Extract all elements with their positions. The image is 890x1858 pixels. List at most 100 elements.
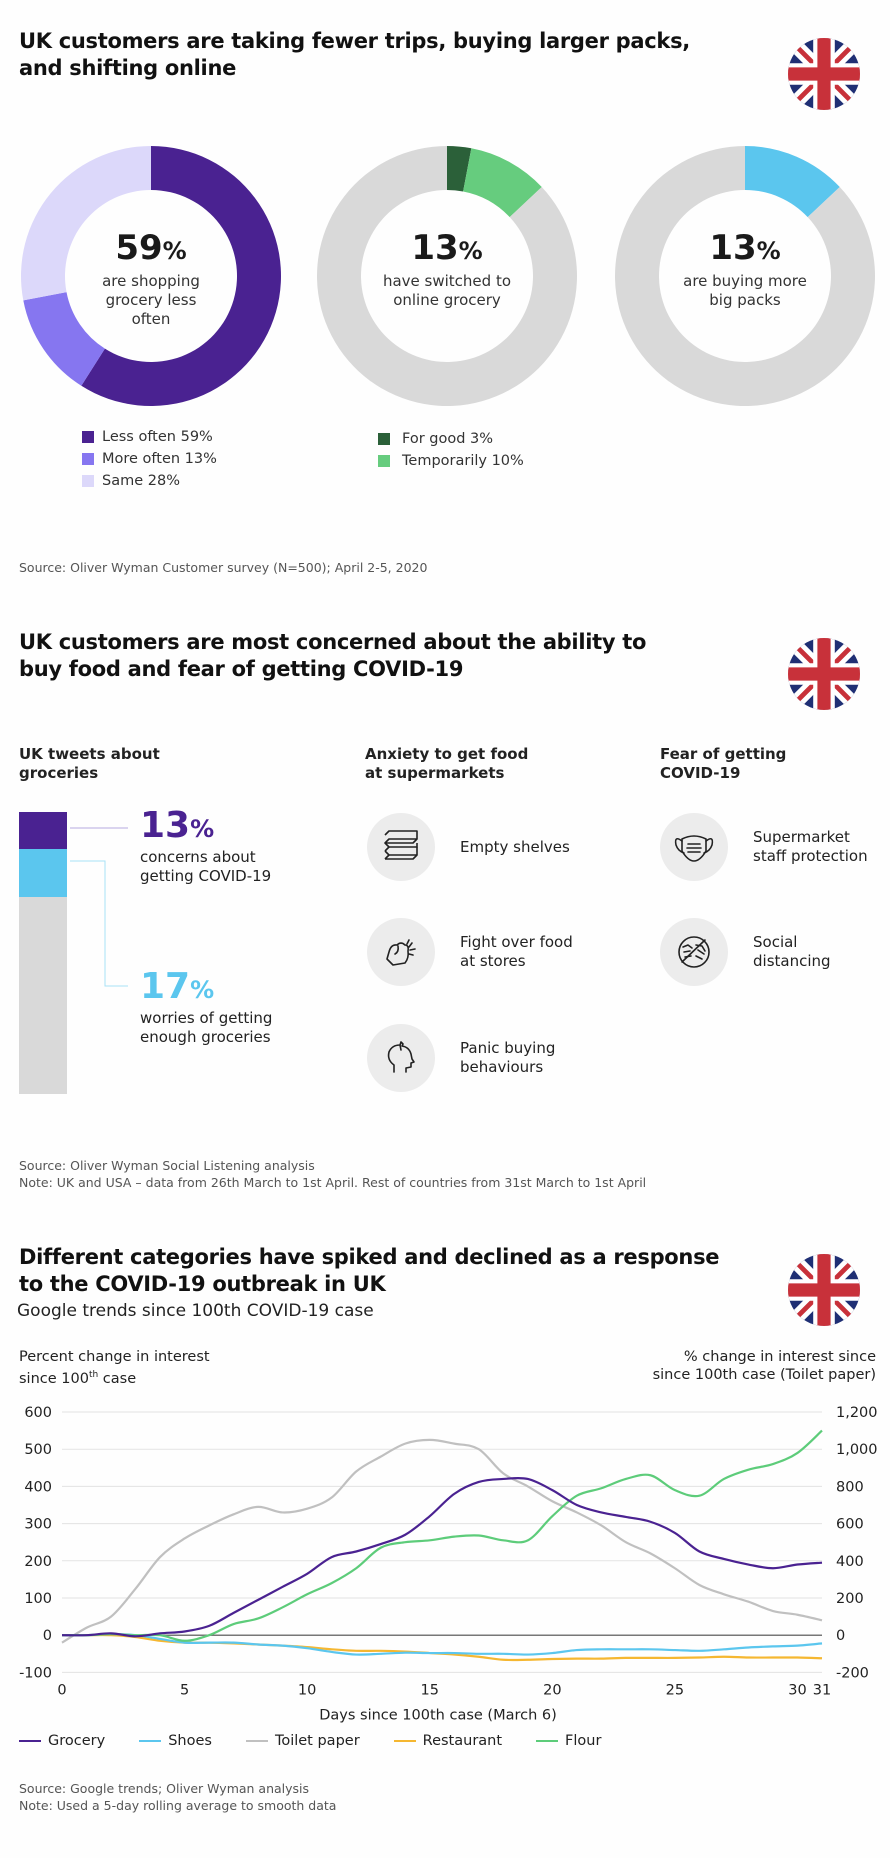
legend-item: More often 13% <box>82 448 217 470</box>
fear-heading: Fear of getting COVID-19 <box>660 745 787 782</box>
y-tick-label: 500 <box>24 1442 52 1458</box>
legend-item-restaurant: Restaurant <box>393 1733 502 1749</box>
donut-value: 13% <box>709 228 781 268</box>
legend-swatch <box>82 475 94 487</box>
bar-segment-covid-concerns <box>19 812 67 849</box>
right-axis-title: % change in interest since since 100th c… <box>652 1349 876 1383</box>
stat-value: 13% <box>140 805 215 846</box>
fear-label: Social distancing <box>753 933 831 970</box>
uk-flag-icon <box>788 38 860 110</box>
legend-label: Flour <box>565 1733 602 1749</box>
donut-slice-more-often <box>23 292 105 386</box>
legend-label: Toilet paper <box>274 1733 360 1749</box>
x-axis-label: Days since 100th case (March 6) <box>319 1707 557 1723</box>
stat-covid-concerns: 13% concerns about getting COVID-19 <box>140 807 271 886</box>
x-tick-label: 0 <box>57 1682 66 1698</box>
section3-title-line1: Different categories have spiked and dec… <box>19 1245 720 1269</box>
series-line-grocery <box>61 1476 823 1638</box>
donut-chart-shopping-frequency <box>20 146 281 406</box>
legend-swatch <box>82 431 94 443</box>
x-tick-label: 25 <box>666 1682 684 1698</box>
anxiety-heading: Anxiety to get food at supermarkets <box>365 745 529 782</box>
stat-grocery-worries: 17% worries of getting enough groceries <box>140 968 272 1047</box>
fear-item-staff-protection: Supermarket staff protection <box>660 813 868 881</box>
y-tick-label: 200 <box>24 1554 52 1570</box>
legend-label: Shoes <box>168 1733 212 1749</box>
empty-shelves-icon <box>367 813 435 881</box>
section1-source: Source: Oliver Wyman Customer survey (N=… <box>19 560 428 575</box>
legend-line-swatch <box>536 1740 559 1742</box>
legend-swatch <box>82 453 94 465</box>
section2-title: UK customers are most concerned about th… <box>19 629 646 683</box>
legend-item: Temporarily 10% <box>378 450 524 472</box>
legend-line-swatch <box>19 1740 41 1742</box>
anxiety-label: Empty shelves <box>460 837 570 856</box>
legend-item: Same 28% <box>82 470 217 492</box>
legend-swatch <box>378 455 390 467</box>
y-tick-label: 400 <box>24 1479 52 1495</box>
y2-tick-label: 200 <box>836 1591 864 1607</box>
donut-value: 13% <box>411 228 483 268</box>
donut-slice-other <box>615 146 875 406</box>
section3-source: Source: Google trends; Oliver Wyman anal… <box>19 1781 337 1813</box>
fear-item-social-distancing: Social distancing <box>660 918 831 986</box>
series-line-toilet-paper <box>61 1438 823 1644</box>
anxiety-item-fight-over-food: Fight over food at stores <box>367 918 573 986</box>
section3-title-line2: to the COVID-19 outbreak in UK <box>19 1272 386 1296</box>
donut-center-1: 59% are shopping grocery less often <box>66 228 236 329</box>
y2-tick-label: -200 <box>836 1665 869 1681</box>
stat-caption: worries of getting enough groceries <box>140 1009 273 1046</box>
bar-segment-grocery-worries <box>19 848 67 897</box>
bar-connector-lines <box>70 827 128 987</box>
anxiety-item-empty-shelves: Empty shelves <box>367 813 570 881</box>
section3-subtitle: Google trends since 100th COVID-19 case <box>17 1301 374 1321</box>
legend-item: Less often 59% <box>82 426 217 448</box>
legend-shopping-frequency: Less often 59% More often 13% Same 28% <box>82 426 217 492</box>
y2-tick-label: 1,200 <box>836 1405 878 1421</box>
donut-caption: are shopping grocery less often <box>102 272 200 328</box>
donut-center-2: 13% have switched to online grocery <box>362 228 532 310</box>
donut-caption: are buying more big packs <box>683 272 807 309</box>
series-line-flour <box>61 1429 823 1642</box>
legend-item: For good 3% <box>378 428 524 450</box>
x-tick-label: 20 <box>543 1682 561 1698</box>
section1-title-line2: and shifting online <box>19 56 237 80</box>
legend-swatch <box>378 433 390 445</box>
legend-line-swatch <box>245 1740 268 1742</box>
legend-online-grocery: For good 3% Temporarily 10% <box>378 428 524 472</box>
y-tick-label: 300 <box>24 1517 52 1533</box>
section2-title-line2: buy food and fear of getting COVID-19 <box>19 657 464 681</box>
panic-head-icon <box>367 1024 435 1092</box>
y2-tick-label: 800 <box>836 1479 864 1495</box>
legend-item-shoes: Shoes <box>139 1733 212 1749</box>
tweets-stacked-bar <box>19 812 67 1094</box>
section1-title-line1: UK customers are taking fewer trips, buy… <box>19 29 690 53</box>
y-tick-label: -100 <box>19 1665 52 1681</box>
legend-item-grocery: Grocery <box>19 1733 105 1749</box>
y-tick-label: 0 <box>43 1628 52 1644</box>
face-mask-icon <box>660 813 728 881</box>
donut-slice-buying-more-big-packs <box>745 146 840 218</box>
anxiety-label: Panic buying behaviours <box>460 1039 556 1076</box>
fight-fist-icon <box>367 918 435 986</box>
donut-chart-big-packs <box>615 146 875 406</box>
no-handshake-icon <box>660 918 728 986</box>
y-tick-label: 100 <box>24 1591 52 1607</box>
uk-flag-icon <box>788 638 860 710</box>
y2-tick-label: 400 <box>836 1554 864 1570</box>
fear-label: Supermarket staff protection <box>753 828 868 865</box>
y2-tick-label: 600 <box>836 1517 864 1533</box>
donut-slice-same <box>20 146 151 301</box>
left-axis-title: Percent change in interest since 100th c… <box>19 1349 210 1387</box>
y2-tick-label: 1,000 <box>836 1442 878 1458</box>
x-tick-label: 30 <box>788 1682 806 1698</box>
section2-title-line1: UK customers are most concerned about th… <box>19 630 647 654</box>
section2-source: Source: Oliver Wyman Social Listening an… <box>19 1158 647 1190</box>
uk-flag-icon <box>788 1254 860 1326</box>
legend-item-flour: Flour <box>536 1733 601 1749</box>
connector-groceries <box>70 860 128 987</box>
anxiety-label: Fight over food at stores <box>460 933 573 970</box>
donut-slice-less-often <box>81 146 281 406</box>
donut-slice-other <box>317 146 577 406</box>
